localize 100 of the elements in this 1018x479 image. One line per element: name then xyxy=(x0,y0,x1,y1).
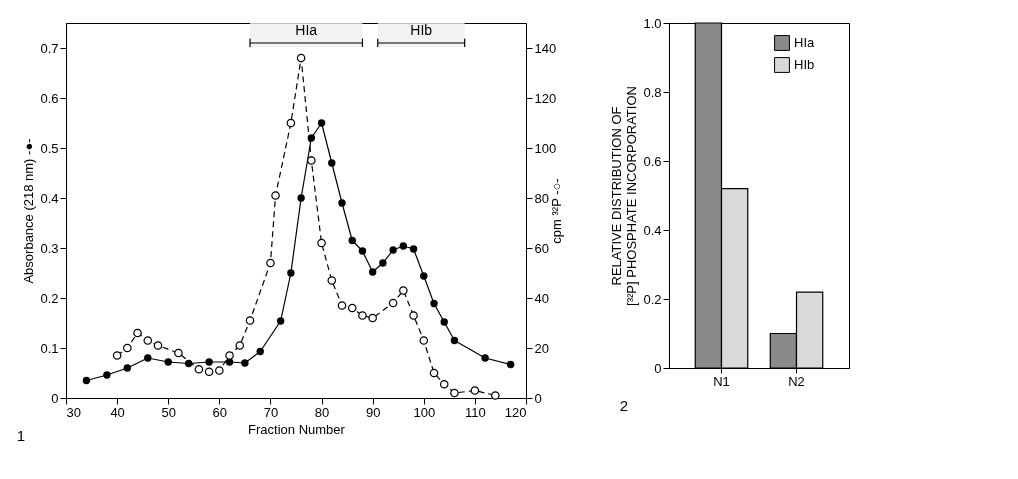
point xyxy=(491,391,500,400)
point xyxy=(235,341,245,350)
y-tick-label: 0.5 xyxy=(40,140,59,156)
band-label: HIb xyxy=(410,22,433,38)
point xyxy=(328,159,336,167)
point xyxy=(409,311,418,320)
x-tick-label: 40 xyxy=(110,404,125,420)
y-tick-label: 0.7 xyxy=(40,40,59,56)
legend-label: HIb xyxy=(794,57,815,72)
x-tick-label: 30 xyxy=(66,404,81,420)
y2-tick-label: 40 xyxy=(534,290,549,306)
y-axis-title: RELATIVE DISTRIBUTION OF [³²P] PHOSPHATE INCORPORATION xyxy=(609,86,640,306)
point xyxy=(337,301,347,310)
text: 1 xyxy=(16,427,26,444)
y-tick-label: 0.4 xyxy=(40,190,59,206)
legend-label: HIa xyxy=(794,35,815,50)
y2-tick-label: 20 xyxy=(534,340,549,356)
point xyxy=(205,358,213,366)
point xyxy=(123,343,132,353)
point xyxy=(317,119,326,127)
point xyxy=(358,247,367,255)
point xyxy=(82,376,91,385)
point xyxy=(286,118,296,128)
x-tick-label: 120 xyxy=(504,404,527,420)
point xyxy=(144,354,152,362)
point xyxy=(317,238,326,248)
y2-tick-label: 80 xyxy=(534,190,549,206)
point xyxy=(245,316,255,325)
x-tick-label: 100 xyxy=(413,404,436,420)
band-label: HIa xyxy=(295,22,318,38)
point xyxy=(153,341,163,350)
x-tick-label: 50 xyxy=(161,404,176,420)
point xyxy=(419,336,429,345)
y2-tick-label: 100 xyxy=(534,140,557,156)
point xyxy=(327,276,337,285)
y-tick-label: 0.6 xyxy=(40,90,59,106)
y-tick-label: 0.3 xyxy=(40,240,59,256)
point xyxy=(358,311,367,320)
point xyxy=(347,303,357,313)
point xyxy=(348,236,356,245)
point xyxy=(409,245,418,253)
point xyxy=(241,359,249,367)
point xyxy=(420,272,428,280)
y-tick-label: 0.4 xyxy=(643,222,662,238)
x-tick-label: 90 xyxy=(365,404,381,420)
point xyxy=(450,336,459,345)
point xyxy=(297,194,305,202)
point xyxy=(123,364,132,372)
point xyxy=(271,191,280,200)
x-tick-label: 60 xyxy=(212,404,228,420)
point xyxy=(399,242,408,250)
x-axis-title: Fraction Number xyxy=(248,421,346,437)
point xyxy=(399,286,408,295)
point xyxy=(287,269,295,277)
point xyxy=(450,388,459,398)
point xyxy=(225,351,234,360)
y2-tick-label: 120 xyxy=(534,90,557,106)
x-tick-label: N1 xyxy=(713,373,730,389)
y-tick-label: 0 xyxy=(654,360,662,376)
point xyxy=(307,156,316,165)
y-tick-label: 0.1 xyxy=(40,340,59,356)
point xyxy=(506,360,515,369)
y-tick-label: 0.2 xyxy=(40,290,59,306)
y2-axis-title: cpm ³²P -○- xyxy=(549,178,565,244)
point xyxy=(440,318,448,326)
point xyxy=(439,379,449,389)
point xyxy=(470,386,480,395)
point xyxy=(430,299,438,308)
y-axis-title: Absorbance (218 nm) -●- xyxy=(21,138,37,284)
y2-tick-label: 140 xyxy=(534,40,557,56)
point xyxy=(184,359,193,368)
point xyxy=(481,354,489,362)
point xyxy=(368,313,377,323)
point xyxy=(389,246,397,254)
y-tick-label: 1.0 xyxy=(643,15,662,31)
point xyxy=(276,317,285,325)
x-tick-label: 70 xyxy=(263,404,279,420)
y2-tick-label: 60 xyxy=(534,240,549,256)
point xyxy=(164,358,172,366)
point xyxy=(194,364,204,374)
y-tick-label: 0.8 xyxy=(643,84,662,100)
point xyxy=(429,368,439,378)
x-tick-label: 110 xyxy=(465,404,486,420)
point xyxy=(133,328,142,338)
y-tick-label: 0.2 xyxy=(643,291,662,307)
x-tick-label: 80 xyxy=(314,404,330,420)
point xyxy=(388,298,398,308)
text: 2 xyxy=(619,397,629,414)
y2-tick-label: 0 xyxy=(534,390,542,406)
point xyxy=(368,268,377,276)
point xyxy=(215,366,224,375)
point xyxy=(379,259,387,267)
y-tick-label: 0.6 xyxy=(643,153,662,169)
point xyxy=(256,347,264,356)
point xyxy=(174,348,183,358)
x-tick-label: N2 xyxy=(788,373,805,389)
point xyxy=(296,53,306,63)
point xyxy=(338,199,346,207)
y-tick-label: 0 xyxy=(51,390,59,406)
point xyxy=(112,351,122,360)
